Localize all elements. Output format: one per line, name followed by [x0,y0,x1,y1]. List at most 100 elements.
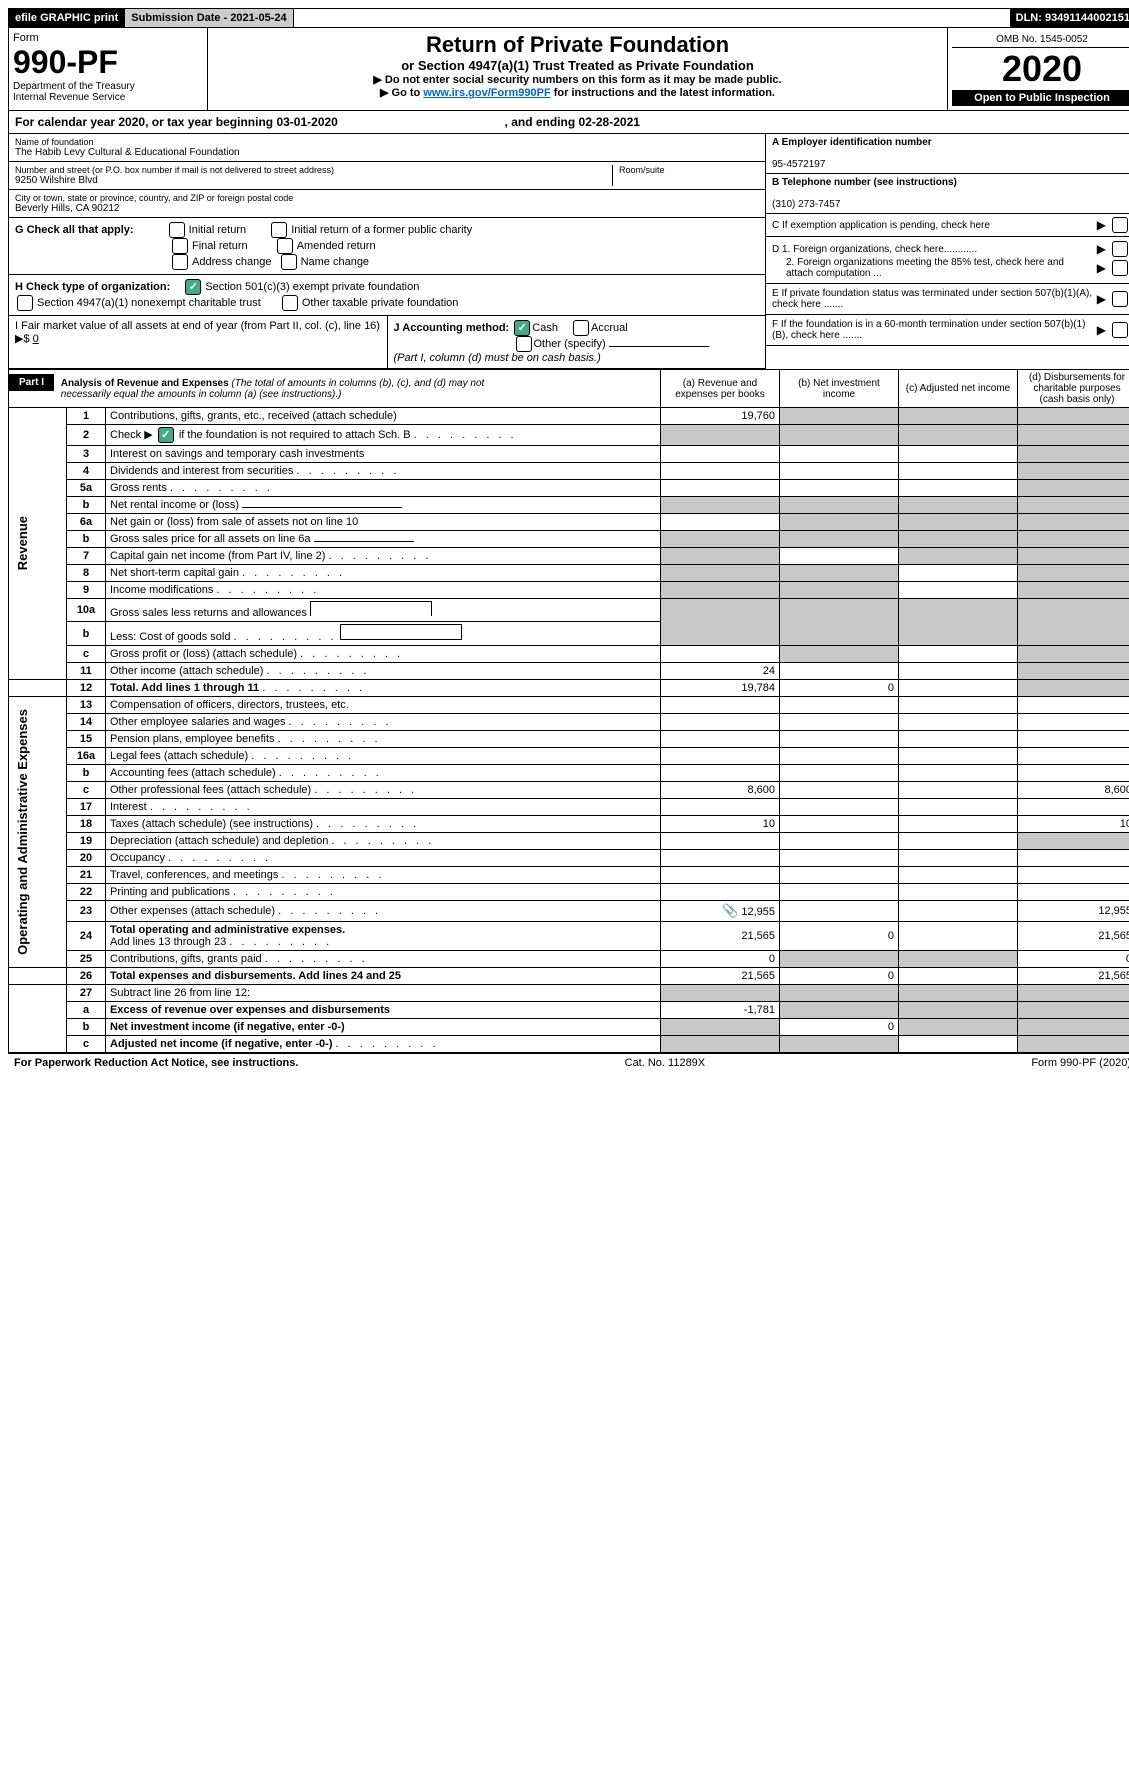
table-row: 12Total. Add lines 1 through 11 19,7840 [9,680,1129,697]
d1-label: D 1. Foreign organizations, check here..… [772,244,1093,255]
table-row: cGross profit or (loss) (attach schedule… [9,646,1129,663]
part1-label: Part I [9,374,54,391]
table-row: Operating and Administrative Expenses 13… [9,697,1129,714]
section-ij: I Fair market value of all assets at end… [9,316,765,369]
table-row: bNet investment income (if negative, ent… [9,1019,1129,1036]
fmv-value: 0 [33,333,93,345]
address-change-checkbox[interactable] [172,254,188,270]
ein: 95-4572197 [772,159,825,170]
entity-info: Name of foundation The Habib Levy Cultur… [8,134,1129,369]
cash-checkbox[interactable] [514,320,530,336]
table-row: cAdjusted net income (if negative, enter… [9,1036,1129,1053]
col-b-header: (b) Net investment income [780,370,899,408]
part1-title: Analysis of Revenue and Expenses [61,378,229,389]
table-row: 14Other employee salaries and wages [9,714,1129,731]
table-row: 25Contributions, gifts, grants paid 00 [9,951,1129,968]
revenue-section-label: Revenue [13,512,32,574]
table-row: 9Income modifications [9,582,1129,599]
table-row: 26Total expenses and disbursements. Add … [9,968,1129,985]
arrow-icon: ▶ [1097,218,1106,232]
cash-basis-note: (Part I, column (d) must be on cash basi… [394,352,601,364]
room-label: Room/suite [619,165,759,175]
table-row: bNet rental income or (loss) [9,497,1129,514]
submission-date: Submission Date - 2021-05-24 [125,9,293,27]
exemption-pending-checkbox[interactable] [1112,217,1128,233]
table-row: Revenue 1 Contributions, gifts, grants, … [9,408,1129,425]
addr-label: Number and street (or P.O. box number if… [15,165,612,175]
year-begin: 03-01-2020 [276,115,337,129]
initial-former-checkbox[interactable] [271,222,287,238]
table-row: 8Net short-term capital gain [9,565,1129,582]
city-state-zip: Beverly Hills, CA 90212 [15,203,759,214]
instruction-2: ▶ Go to www.irs.gov/Form990PF for instru… [212,86,943,99]
other-taxable-checkbox[interactable] [282,295,298,311]
open-public: Open to Public Inspection [952,90,1129,106]
section-e-label: E If private foundation status was termi… [772,288,1093,310]
form-subtitle: or Section 4947(a)(1) Trust Treated as P… [212,58,943,73]
table-row: 17Interest [9,799,1129,816]
table-row: 2 Check ▶ if the foundation is not requi… [9,425,1129,446]
table-row: 22Printing and publications [9,884,1129,901]
status-terminated-checkbox[interactable] [1112,291,1128,307]
col-c-header: (c) Adjusted net income [899,370,1018,408]
efile-print[interactable]: efile GRAPHIC print [9,9,125,27]
table-row: aExcess of revenue over expenses and dis… [9,1002,1129,1019]
foundation-name: The Habib Levy Cultural & Educational Fo… [15,147,759,158]
4947a1-checkbox[interactable] [17,295,33,311]
section-f-label: F If the foundation is in a 60-month ter… [772,319,1093,341]
name-change-checkbox[interactable] [281,254,297,270]
table-row: 11Other income (attach schedule) 24 [9,663,1129,680]
section-g: G Check all that apply: Initial return I… [9,218,765,275]
table-row: 23Other expenses (attach schedule) 📎 12,… [9,901,1129,922]
form-ref: Form 990-PF (2020) [1031,1057,1129,1069]
table-row: 5aGross rents [9,480,1129,497]
part1-table: Part I Analysis of Revenue and Expenses … [8,369,1129,1053]
form-number: 990-PF [13,44,203,81]
col-d-header: (d) Disbursements for charitable purpose… [1018,370,1129,408]
table-row: 27Subtract line 26 from line 12: [9,985,1129,1002]
sch-b-checkbox[interactable] [158,427,174,443]
table-row: 15Pension plans, employee benefits [9,731,1129,748]
table-row: 20Occupancy [9,850,1129,867]
ein-label: A Employer identification number [772,137,932,148]
501c3-checkbox[interactable] [185,279,201,295]
accrual-checkbox[interactable] [573,320,589,336]
form-title: Return of Private Foundation [212,32,943,58]
amended-checkbox[interactable] [277,238,293,254]
60month-checkbox[interactable] [1112,322,1128,338]
table-row: 7Capital gain net income (from Part IV, … [9,548,1129,565]
table-row: 3Interest on savings and temporary cash … [9,446,1129,463]
irs-link[interactable]: www.irs.gov/Form990PF [423,87,550,99]
foreign-85-checkbox[interactable] [1112,260,1128,276]
d2-label: 2. Foreign organizations meeting the 85%… [772,257,1093,279]
attachment-icon[interactable]: 📎 [722,903,738,918]
table-row: 19Depreciation (attach schedule) and dep… [9,833,1129,850]
table-row: bAccounting fees (attach schedule) [9,765,1129,782]
tel-label: B Telephone number (see instructions) [772,177,957,188]
dln: DLN: 93491144002151 [1010,9,1129,27]
city-label: City or town, state or province, country… [15,193,759,203]
omb-number: OMB No. 1545-0052 [952,32,1129,48]
irs: Internal Revenue Service [13,92,203,103]
col-a-header: (a) Revenue and expenses per books [661,370,780,408]
initial-return-checkbox[interactable] [169,222,185,238]
name-label: Name of foundation [15,137,759,147]
other-method-checkbox[interactable] [516,336,532,352]
paperwork-notice: For Paperwork Reduction Act Notice, see … [14,1057,298,1069]
table-row: 6aNet gain or (loss) from sale of assets… [9,514,1129,531]
table-row: bGross sales price for all assets on lin… [9,531,1129,548]
foreign-org-checkbox[interactable] [1112,241,1128,257]
expenses-section-label: Operating and Administrative Expenses [13,705,32,959]
table-row: 21Travel, conferences, and meetings [9,867,1129,884]
table-row: 4Dividends and interest from securities [9,463,1129,480]
table-row: 24Total operating and administrative exp… [9,922,1129,951]
top-bar: efile GRAPHIC print Submission Date - 20… [8,8,1129,28]
street-address: 9250 Wilshire Blvd [15,175,612,186]
dept-treasury: Department of the Treasury [13,81,203,92]
form-header: Form 990-PF Department of the Treasury I… [8,28,1129,111]
final-return-checkbox[interactable] [172,238,188,254]
section-h: H Check type of organization: Section 50… [9,275,765,316]
form-label: Form [13,32,203,44]
table-row: 10aGross sales less returns and allowanc… [9,599,1129,622]
cat-no: Cat. No. 11289X [625,1057,706,1069]
